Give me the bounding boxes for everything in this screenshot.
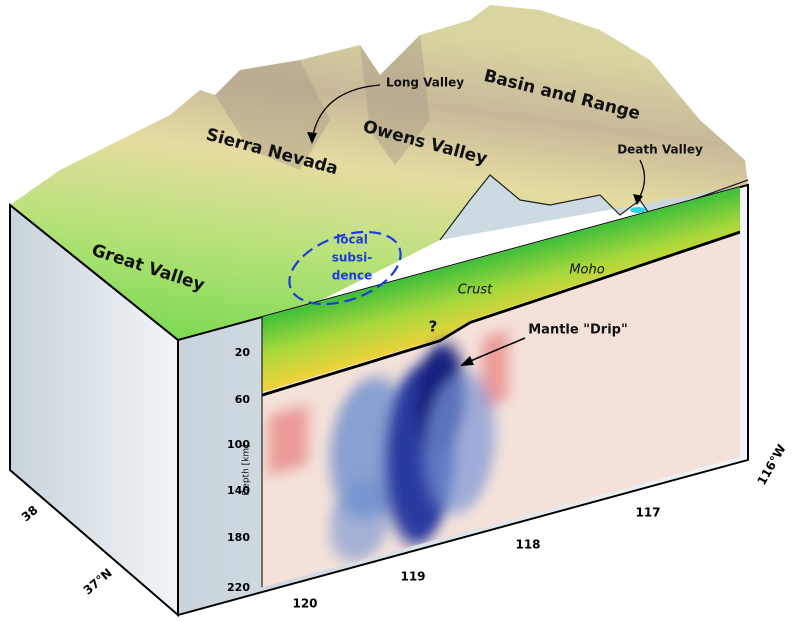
death-valley-water [630,207,646,213]
subsidence-label: dence [332,269,373,283]
longitude-tick-label: 119 [400,570,425,584]
layer-label: Moho [569,263,604,278]
longitude-tick-label: 120 [292,597,317,611]
question-mark: ? [429,318,438,336]
longitude-tick-label: 118 [515,538,540,552]
depth-tick-label: 220 [227,581,250,594]
depth-tick-label: 60 [235,393,251,406]
depth-tick-label: 20 [235,346,251,359]
longitude-tick-label: 117 [635,506,660,520]
place-label: Death Valley [617,143,703,157]
latitude-tick-label: 38 [19,503,41,524]
depth-tick-label: 100 [227,438,250,451]
place-label: Long Valley [386,76,464,90]
drip-label: Mantle "Drip" [528,323,628,338]
subsidence-label: local [336,233,368,247]
subsidence-label: subsi- [332,251,373,265]
layer-label: Crust [458,283,493,298]
depth-tick-label: 140 [227,484,250,497]
latitude-tick-label: 37°N [81,566,115,598]
block-diagram: Basin and Range Long Valley Sierra Nevad… [0,0,796,622]
longitude-tick-label: 116°W [754,442,788,487]
depth-tick-label: 180 [227,531,250,544]
